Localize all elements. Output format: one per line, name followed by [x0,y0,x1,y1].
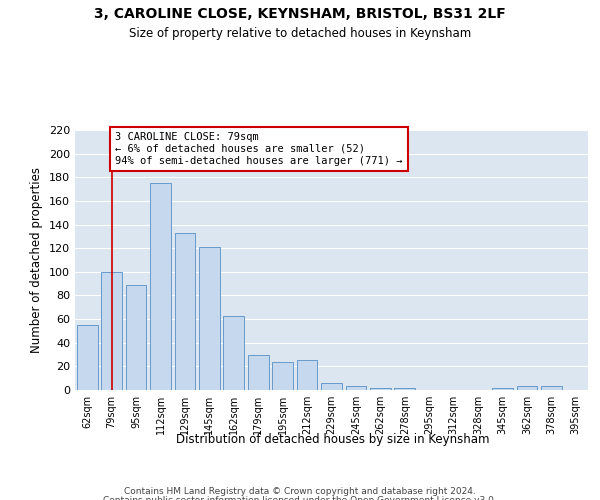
Text: Contains HM Land Registry data © Crown copyright and database right 2024.: Contains HM Land Registry data © Crown c… [124,488,476,496]
Bar [394,388,415,390]
Text: 3, CAROLINE CLOSE, KEYNSHAM, BRISTOL, BS31 2LF: 3, CAROLINE CLOSE, KEYNSHAM, BRISTOL, BS… [94,8,506,22]
Bar [517,386,538,390]
Bar [77,325,98,390]
Bar [125,285,146,390]
Bar [296,360,317,390]
Text: Distribution of detached houses by size in Keynsham: Distribution of detached houses by size … [176,432,490,446]
Bar [248,354,269,390]
Bar [272,362,293,390]
Bar [175,233,196,390]
Bar [370,388,391,390]
Text: 3 CAROLINE CLOSE: 79sqm
← 6% of detached houses are smaller (52)
94% of semi-det: 3 CAROLINE CLOSE: 79sqm ← 6% of detached… [115,132,403,166]
Bar [101,272,122,390]
Bar [321,383,342,390]
Text: Size of property relative to detached houses in Keynsham: Size of property relative to detached ho… [129,28,471,40]
Bar [199,247,220,390]
Bar [346,386,367,390]
Bar [541,386,562,390]
Y-axis label: Number of detached properties: Number of detached properties [31,167,43,353]
Bar [223,316,244,390]
Text: Contains public sector information licensed under the Open Government Licence v3: Contains public sector information licen… [103,496,497,500]
Bar [492,388,513,390]
Bar [150,183,171,390]
